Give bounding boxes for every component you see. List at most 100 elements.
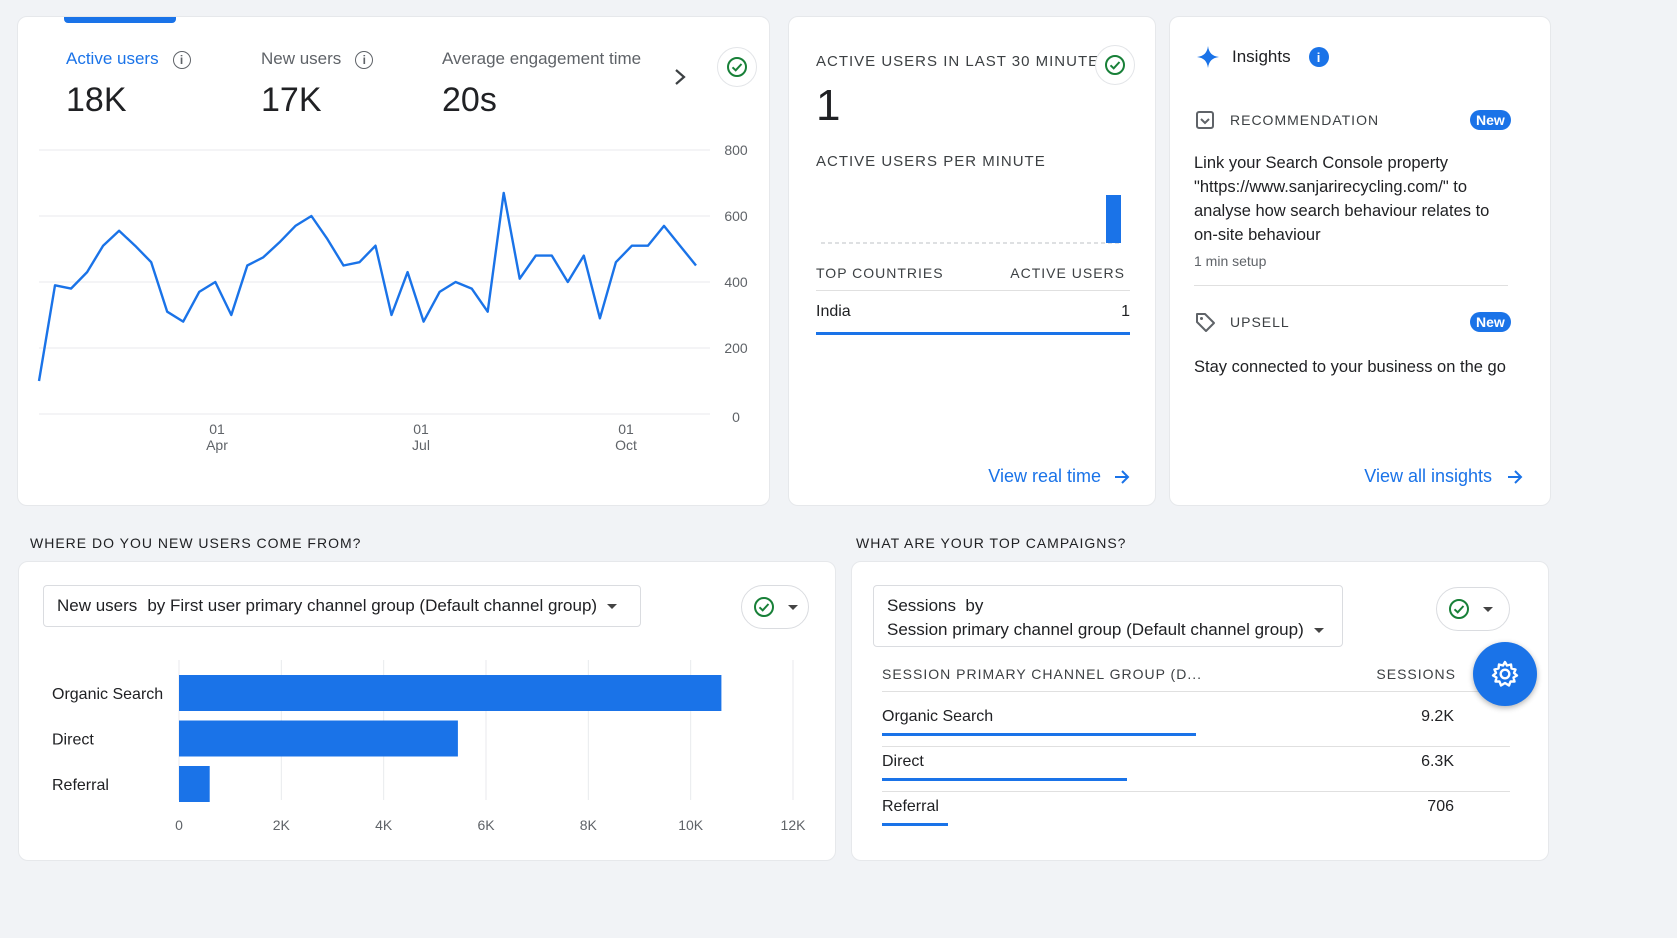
check-circle-icon[interactable] (717, 47, 757, 87)
check-circle-icon[interactable] (1095, 45, 1135, 85)
metric-label: Average engagement time (442, 49, 642, 68)
campaigns-section-title: WHAT ARE YOUR TOP CAMPAIGNS? (856, 535, 1127, 551)
per-minute-label: ACTIVE USERS PER MINUTE (816, 153, 1046, 170)
bar-category-label: Organic Search (52, 686, 163, 703)
row-label: Direct (882, 753, 924, 770)
selector-line-1: Sessions by (887, 596, 984, 615)
row-share-bar (882, 823, 948, 826)
per-minute-bar (1106, 195, 1121, 243)
realtime-value: 1 (816, 81, 841, 130)
view-realtime-link[interactable]: View real time (988, 466, 1131, 487)
insight-text: Stay connected to your business on the g… (1194, 358, 1506, 376)
y-tick-label: 800 (724, 142, 748, 158)
dropdown-caret-icon (788, 604, 798, 610)
insight-kind: UPSELL (1230, 314, 1290, 330)
bar[interactable] (179, 766, 210, 802)
dimension-selector[interactable]: New users by First user primary channel … (43, 585, 641, 627)
new-badge: New (1470, 312, 1511, 332)
arrow-right-icon (1115, 469, 1130, 484)
realtime-card: ACTIVE USERS IN LAST 30 MINUTES 1 ACTIVE… (788, 16, 1156, 506)
metric-label: Active users (66, 49, 159, 68)
country-name: India (816, 303, 851, 320)
table-row[interactable]: Organic Search 9.2K (882, 702, 1510, 747)
x-tick-label: 12K (781, 817, 807, 833)
row-divider (882, 791, 1510, 792)
insight-recommendation[interactable]: RECOMMENDATION New Link your Search Cons… (1194, 109, 1514, 269)
row-value: 6.3K (1421, 753, 1454, 770)
x-tick-month: Jul (412, 437, 430, 453)
settings-fab[interactable] (1473, 642, 1537, 706)
chevron-right-icon[interactable] (671, 67, 689, 92)
y-tick-label: 200 (724, 340, 748, 356)
view-all-insights-label: View all insights (1364, 466, 1492, 486)
compare-dropdown[interactable] (1436, 587, 1510, 631)
dropdown-caret-icon (607, 603, 618, 609)
acquisition-card: New users by First user primary channel … (18, 561, 836, 861)
metric-engagement-time[interactable]: Average engagement time 20s (442, 49, 641, 120)
x-tick-label: 6K (477, 817, 495, 833)
recommendation-icon (1196, 111, 1214, 129)
metric-new-users[interactable]: New users i 17K (261, 49, 374, 120)
x-tick-month: Apr (206, 437, 228, 453)
series-line (37, 191, 697, 382)
campaign-selector[interactable]: Sessions by Session primary channel grou… (873, 585, 1343, 647)
table-header-divider (882, 691, 1510, 692)
tag-icon (1196, 313, 1215, 332)
row-share-bar (882, 778, 1127, 781)
x-tick-month: Oct (615, 437, 637, 453)
view-all-insights-link[interactable]: View all insights (1364, 466, 1524, 487)
x-tick-label: 2K (273, 817, 291, 833)
info-icon[interactable]: i (172, 50, 191, 69)
metric-value: 17K (261, 81, 322, 119)
countries-header: TOP COUNTRIES (816, 265, 944, 281)
row-share-bar (882, 733, 1196, 736)
compare-dropdown[interactable] (741, 585, 809, 629)
metric-value: 18K (66, 81, 127, 119)
x-tick-label: 8K (580, 817, 598, 833)
table-row[interactable]: India 1 (816, 303, 1130, 335)
dropdown-caret-icon (1313, 628, 1324, 634)
check-circle-icon (754, 597, 774, 617)
overview-card: Active users i 18K New users i 17K Average… (17, 16, 770, 506)
realtime-title: ACTIVE USERS IN LAST 30 MINUTES (816, 53, 1111, 70)
countries-divider (816, 290, 1130, 291)
bar-category-label: Direct (52, 732, 94, 749)
insight-upsell[interactable]: UPSELL New Stay connected to your busine… (1194, 311, 1514, 379)
metric-active-users[interactable]: Active users i 18K (66, 49, 191, 120)
insight-text: Link your Search Console property "https… (1194, 154, 1490, 244)
info-icon[interactable]: i (1308, 47, 1329, 67)
active-tab-indicator (64, 17, 176, 23)
check-circle-icon (1449, 599, 1469, 619)
arrow-right-icon (1508, 469, 1523, 484)
per-minute-bar-chart (821, 195, 1121, 244)
insights-divider (1194, 285, 1508, 286)
new-badge: New (1470, 110, 1511, 130)
x-tick-day: 01 (618, 421, 634, 437)
row-share-bar (816, 332, 1130, 335)
table-row[interactable]: Referral 706 (882, 792, 1510, 837)
y-tick-label: 0 (732, 409, 740, 425)
insight-kind: RECOMMENDATION (1230, 112, 1380, 128)
insight-meta: 1 min setup (1194, 253, 1267, 269)
view-realtime-label: View real time (988, 466, 1101, 486)
new-users-bar-chart: 0 2K 4K 6K 8K 10K 12K Organic Search Direct Refer… (52, 660, 807, 833)
column-header-dimension: SESSION PRIMARY CHANNEL GROUP (D... (882, 666, 1202, 682)
selector-dimension: by First user primary channel group (Def… (147, 596, 598, 615)
dropdown-caret-icon (1483, 606, 1493, 612)
bar[interactable] (179, 675, 722, 711)
table-row[interactable]: Direct 6.3K (882, 747, 1510, 792)
row-value: 706 (1427, 798, 1454, 815)
info-icon[interactable]: i (355, 50, 374, 69)
bar-category-label: Referral (52, 777, 109, 794)
row-divider (882, 746, 1510, 747)
bar[interactable] (179, 720, 458, 757)
column-header-sessions: SESSIONS (1376, 666, 1456, 682)
x-tick-day: 01 (413, 421, 429, 437)
x-tick-label: 10K (678, 817, 704, 833)
y-tick-label: 400 (724, 274, 748, 290)
x-tick-label: 0 (175, 817, 183, 833)
acquisition-section-title: WHERE DO YOU NEW USERS COME FROM? (30, 535, 362, 551)
gear-icon (1491, 660, 1519, 687)
x-tick-label: 4K (375, 817, 393, 833)
sparkle-icon (1197, 46, 1219, 68)
